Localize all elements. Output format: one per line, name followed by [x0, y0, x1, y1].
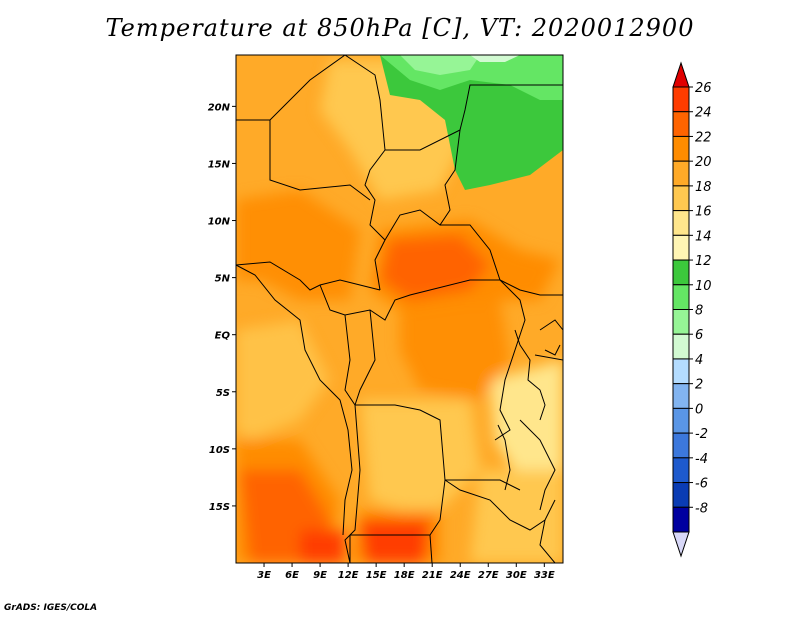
colorbar-label: 24: [695, 106, 712, 121]
colorbar-label: 4: [695, 353, 703, 368]
lat-label: EQ: [215, 331, 231, 342]
colorbar-swatch: [672, 432, 690, 459]
lon-label: 3E: [257, 570, 271, 581]
lon-label: 9E: [313, 570, 327, 581]
colorbar-swatch: [672, 160, 690, 187]
lat-label: 15N: [208, 159, 231, 170]
colorbar-swatch: [672, 135, 690, 162]
colorbar-swatch: [672, 383, 690, 409]
cold-region: [380, 55, 563, 190]
lon-label: 15E: [366, 570, 387, 581]
colorbar-swatch: [672, 284, 690, 310]
colorbar-label: 16: [695, 205, 712, 220]
colorbar-label: 18: [695, 180, 712, 195]
lon-label: 33E: [534, 570, 555, 581]
lon-label: 30E: [506, 570, 527, 581]
latitude-axis: 20N 15N 10N 5N EQ 5S 10S 15S: [208, 102, 236, 513]
temperature-field-map: [236, 55, 563, 563]
grads-credit: GrADS: IGES/COLA: [4, 603, 98, 613]
colorbar-top-arrow: [672, 61, 690, 88]
longitude-axis: 3E 6E 9E 12E 15E 18E 21E 24E 27E 30E 33E: [257, 563, 555, 581]
colorbar-label: 26: [695, 81, 712, 96]
colorbar-label: 14: [695, 229, 712, 244]
lon-label: 12E: [338, 570, 359, 581]
colorbar-swatch: [672, 210, 690, 236]
colorbar-label: -6: [695, 477, 708, 492]
colorbar-swatch: [672, 111, 690, 137]
colorbar-label: -8: [695, 501, 708, 516]
lon-label: 21E: [422, 570, 443, 581]
colorbar-swatch: [672, 234, 690, 261]
colorbar-label: 8: [695, 304, 703, 319]
colorbar-label: 22: [695, 130, 712, 145]
colorbar-swatch: [672, 309, 690, 335]
field-shading: [236, 60, 563, 563]
lon-label: 27E: [478, 570, 499, 581]
lat-label: 20N: [208, 102, 231, 113]
colorbar-swatch: [672, 185, 690, 212]
colorbar-swatch: [672, 457, 690, 484]
colorbar-label: 6: [695, 328, 703, 343]
colorbar-label: -2: [695, 427, 708, 442]
colorbar-label: 0: [695, 402, 703, 417]
lat-label: 5N: [215, 274, 231, 285]
country-borders: [236, 55, 563, 563]
colorbar-swatch: [672, 259, 690, 286]
lat-label: 10S: [209, 445, 230, 456]
lat-label: 15S: [209, 502, 230, 513]
colorbar-bottom-arrow: [672, 531, 690, 558]
chart-title: Temperature at 850hPa [C], VT: 202001290…: [105, 14, 695, 42]
colorbar-label: 20: [695, 155, 712, 170]
colorbar-swatch: [672, 407, 690, 434]
colorbar-label: 12: [695, 254, 712, 269]
colorbar-swatch: [672, 506, 690, 533]
colorbar-label: 2: [695, 378, 703, 393]
colorbar-swatch: [672, 482, 690, 508]
lon-label: 24E: [450, 570, 471, 581]
map-frame: [235, 54, 564, 564]
lat-label: 10N: [208, 217, 231, 228]
colorbar-label: -4: [695, 452, 708, 467]
colorbar-swatch: [672, 333, 690, 360]
lon-label: 6E: [285, 570, 299, 581]
lat-label: 5S: [216, 388, 230, 399]
colorbar-label: 10: [695, 279, 712, 294]
lon-label: 18E: [394, 570, 415, 581]
colorbar-swatch: [672, 86, 690, 113]
colorbar-swatch: [672, 358, 690, 385]
